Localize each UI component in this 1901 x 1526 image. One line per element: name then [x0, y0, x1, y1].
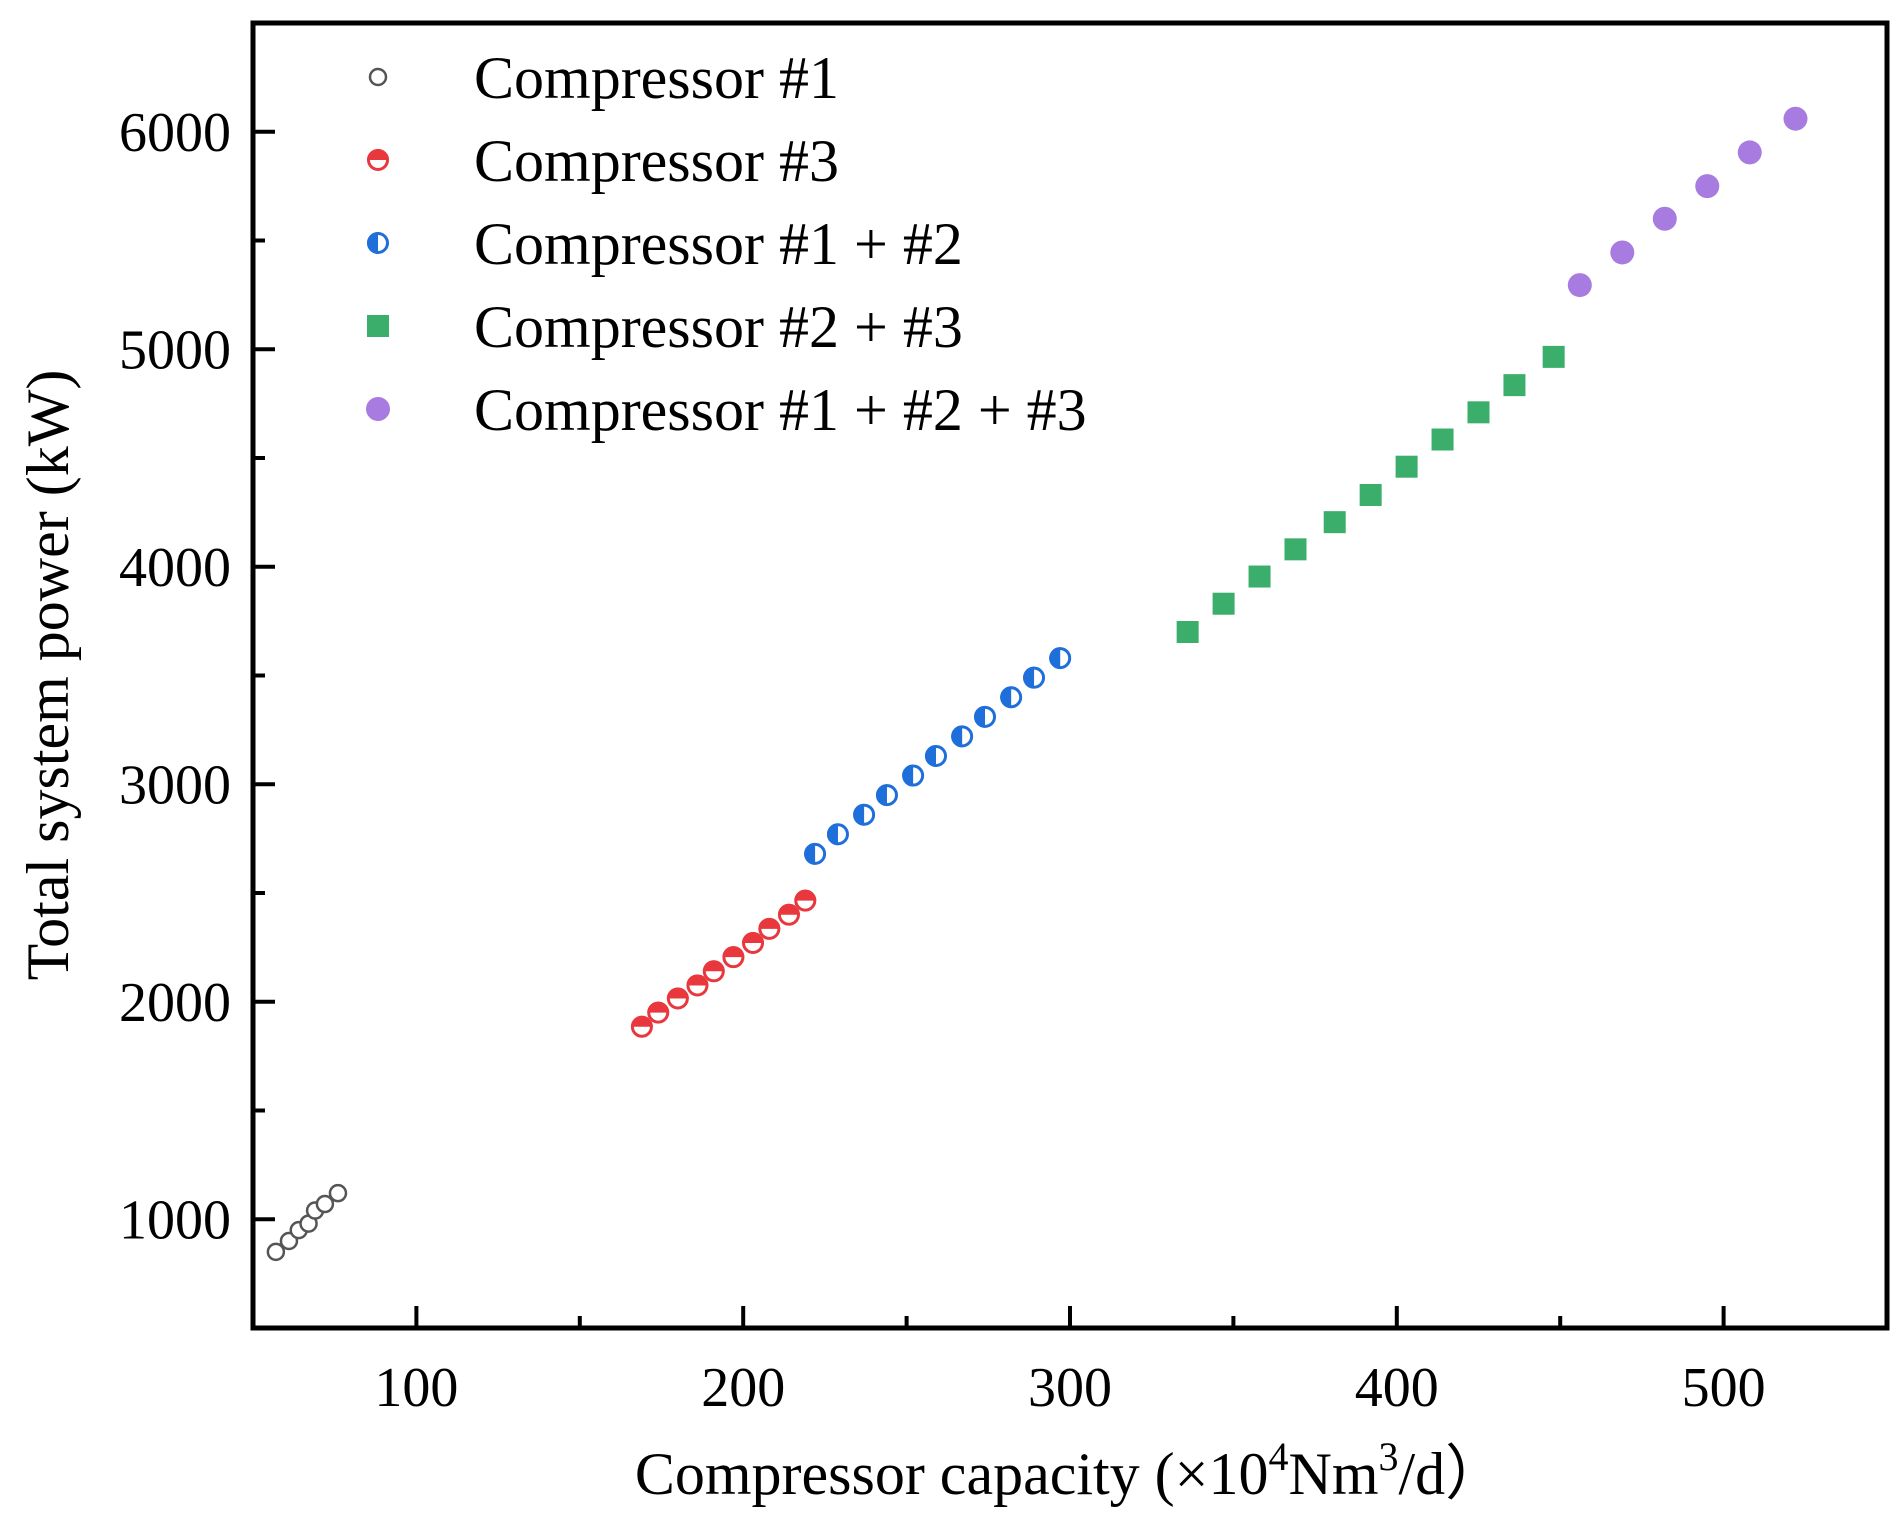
x-tick-label: 500 [1682, 1357, 1766, 1419]
series-5 [1567, 106, 1808, 298]
x-tick-label: 200 [701, 1357, 785, 1419]
data-point [777, 903, 800, 926]
data-point [1248, 565, 1271, 588]
data-point [266, 1242, 286, 1262]
data-point [1212, 592, 1235, 615]
x-axis-label-sup1: 4 [1269, 1434, 1289, 1479]
data-point [1359, 483, 1382, 506]
data-point [1284, 538, 1307, 561]
data-point [328, 1183, 348, 1203]
legend-label: Compressor #1 + #2 + #3 [474, 377, 1087, 443]
data-points [266, 106, 1808, 1262]
x-tick-label: 100 [374, 1357, 458, 1419]
legend-item: Compressor #2 + #3 [367, 294, 963, 360]
x-axis-label-mid: Nm [1289, 1441, 1379, 1507]
series-3 [804, 647, 1072, 865]
data-point [826, 823, 849, 846]
y-axis-ticks: 1000 2000 3000 4000 5000 6000 [119, 102, 275, 1251]
data-point [702, 960, 725, 983]
data-point [1023, 666, 1046, 689]
data-point [1737, 140, 1762, 165]
data-point [925, 744, 948, 767]
x-axis-label-main: Compressor capacity (×10 [635, 1441, 1269, 1507]
legend-item: Compressor #3 [367, 128, 839, 194]
legend-label: Compressor #1 [474, 45, 839, 111]
data-point [722, 946, 745, 969]
x-axis-label: Compressor capacity (×104Nm3/d） [635, 1434, 1505, 1507]
legend-label: Compressor #1 + #2 [474, 211, 963, 277]
data-point [974, 705, 997, 728]
legend-item: Compressor #1 [368, 45, 839, 111]
data-point [1610, 240, 1635, 265]
data-point [686, 974, 709, 997]
legend-marker [367, 149, 389, 171]
legend-item: Compressor #1 + #2 [367, 211, 963, 277]
data-point [853, 803, 876, 826]
data-point [875, 784, 898, 807]
legend-marker [367, 232, 389, 254]
data-point [1049, 647, 1072, 670]
data-point [758, 917, 781, 940]
legend-label: Compressor #3 [474, 128, 839, 194]
data-point [1395, 455, 1418, 478]
legend-item: Compressor #1 + #2 + #3 [366, 377, 1087, 443]
data-point [1467, 401, 1490, 424]
data-point [647, 1001, 670, 1024]
y-tick-label: 2000 [119, 972, 231, 1034]
data-point [1542, 345, 1565, 368]
data-point [1783, 106, 1808, 131]
data-point [1323, 511, 1346, 534]
data-point [951, 725, 974, 748]
data-point [902, 764, 925, 787]
y-tick-label: 5000 [119, 319, 231, 381]
data-point [1000, 686, 1023, 709]
data-point [742, 932, 765, 955]
data-point [666, 987, 689, 1010]
series-4 [1176, 345, 1565, 643]
legend-marker [367, 315, 389, 337]
legend-marker [366, 397, 390, 421]
x-axis-ticks: 100 200 300 400 500 [374, 1306, 1766, 1419]
data-point [630, 1015, 653, 1038]
data-point [1652, 206, 1677, 231]
data-point [794, 889, 817, 912]
x-axis-label-sup2: 3 [1379, 1434, 1399, 1479]
y-axis-label: Total system power (kW) [15, 370, 81, 981]
data-point [1567, 273, 1592, 298]
data-point [1431, 428, 1454, 451]
data-point [1503, 374, 1526, 397]
y-tick-label: 1000 [119, 1189, 231, 1251]
series-1 [266, 1183, 348, 1262]
x-axis-label-tail: /d） [1399, 1441, 1506, 1507]
data-point [804, 842, 827, 865]
legend-label: Compressor #2 + #3 [474, 294, 963, 360]
legend-marker [368, 67, 388, 87]
data-point [1176, 621, 1199, 643]
y-tick-label: 3000 [119, 754, 231, 816]
data-point [315, 1194, 335, 1214]
series-2 [630, 889, 817, 1038]
data-point [1695, 174, 1720, 199]
x-tick-label: 300 [1028, 1357, 1112, 1419]
x-tick-label: 400 [1355, 1357, 1439, 1419]
y-tick-label: 6000 [119, 102, 231, 164]
y-tick-label: 4000 [119, 537, 231, 599]
legend: Compressor #1 Compressor #3 Compressor #1 … [366, 45, 1087, 443]
